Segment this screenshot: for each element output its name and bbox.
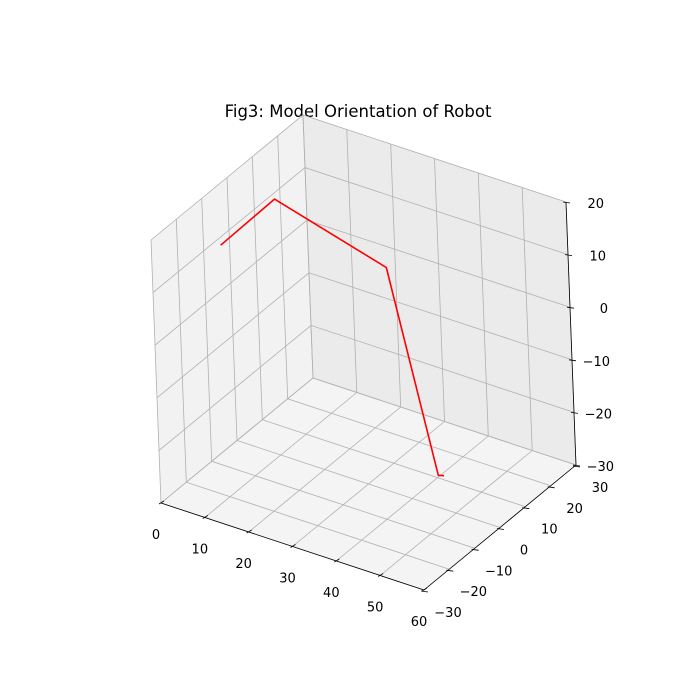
z-tick-label: 0 — [600, 302, 608, 317]
z-gridline — [152, 167, 569, 293]
y-tick — [446, 569, 454, 572]
y-tick-label: −30 — [434, 606, 461, 621]
y-tick — [471, 548, 479, 551]
y-tick — [522, 507, 530, 510]
y-tick-label: 10 — [541, 523, 558, 538]
y-axis-ticks: −30 −20 −10 0 10 20 30 — [420, 465, 609, 621]
y-tick-label: 20 — [566, 502, 583, 517]
z-tick-label: −20 — [585, 407, 612, 422]
x-tick-label: 0 — [152, 528, 160, 543]
z-tick — [572, 464, 581, 467]
y-tick — [420, 590, 429, 593]
z-axis-line — [565, 201, 577, 466]
x-axis-ticks: 0 10 20 30 40 50 60 — [152, 500, 428, 630]
x-tick — [334, 558, 340, 563]
z-tick — [568, 359, 577, 362]
x-tick-label: 60 — [411, 615, 428, 630]
x-tick — [377, 573, 384, 577]
y-tick — [547, 486, 555, 489]
z-gridline — [154, 219, 571, 346]
y-tick-label: 0 — [520, 544, 528, 559]
z-tick — [562, 201, 571, 204]
z-gridline — [158, 324, 575, 451]
y-tick — [572, 465, 581, 468]
x-tick — [158, 500, 165, 505]
z-tick-label: −30 — [587, 460, 614, 475]
z-gridline — [160, 377, 577, 504]
x-tick — [290, 544, 296, 548]
x-tick — [202, 515, 209, 519]
z-gridline — [150, 114, 567, 241]
z-tick — [570, 412, 579, 414]
z-gridline — [156, 272, 573, 399]
x-tick-label: 50 — [367, 601, 384, 616]
z-tick-label: −10 — [583, 355, 610, 370]
z-tick-label: 10 — [589, 250, 606, 265]
x-tick-label: 20 — [235, 557, 252, 572]
y-axis-line — [423, 464, 577, 591]
x-tick — [421, 587, 428, 592]
z-tick — [566, 306, 575, 309]
x-tick-label: 30 — [279, 572, 296, 587]
z-tick-label: 20 — [587, 197, 604, 212]
z-tick — [564, 254, 573, 256]
y-tick-label: −10 — [485, 564, 512, 579]
y-tick-label: 30 — [592, 481, 609, 496]
chart-title: Fig3: Model Orientation of Robot — [224, 102, 492, 121]
data-lines — [220, 198, 445, 477]
x-tick-label: 40 — [323, 586, 340, 601]
x-tick-label: 10 — [192, 543, 209, 558]
axis-panes — [151, 115, 576, 590]
z-axis-ticks: −30 −20 −10 0 10 20 — [562, 197, 614, 475]
y-tick — [496, 528, 505, 530]
x-tick — [246, 529, 252, 534]
y-tick-label: −20 — [460, 585, 487, 600]
